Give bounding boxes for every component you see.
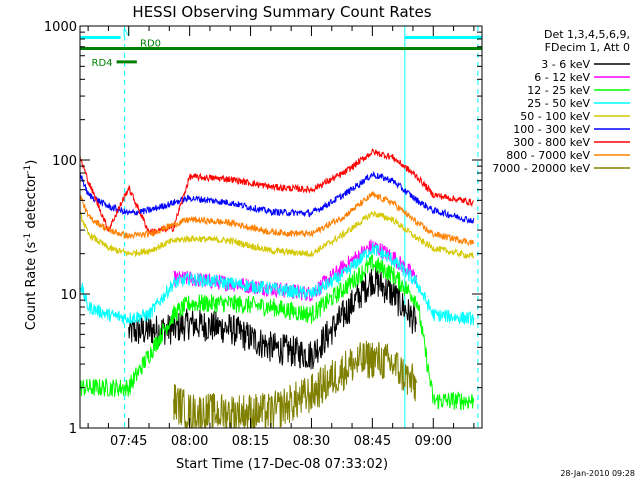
annotation-label-0: N	[123, 28, 130, 39]
legend: Det 1,3,4,5,6,9,FDecim 1, Att 0 3 - 6 keV…	[492, 28, 630, 175]
y-tick-label-3: 1000	[44, 20, 77, 35]
plot-frame	[79, 25, 483, 429]
legend-label-8: 7000 - 20000 keV	[492, 162, 590, 175]
annotation-label-2: RD4	[92, 58, 113, 69]
ylabel-main: Count Rate (s	[24, 242, 39, 331]
ylabel-sup2: -1	[23, 165, 33, 174]
legend-label-6: 300 - 800 keV	[513, 136, 590, 149]
x-tick-label-3: 08:30	[293, 434, 330, 449]
series-line-5	[80, 170, 475, 224]
y-tick-label-0: 1	[69, 422, 77, 437]
legend-label-3: 25 - 50 keV	[527, 97, 590, 110]
y-tick-label-2: 100	[52, 154, 77, 169]
ylabel-mid: detector	[24, 173, 39, 233]
annotation-label-1: RD0	[140, 38, 161, 49]
y-axis-label: Count Rate (s-1 detector-1)	[23, 160, 39, 331]
x-tick-label-0: 07:45	[110, 434, 147, 449]
legend-label-5: 100 - 300 keV	[513, 123, 590, 136]
legend-label-4: 50 - 100 keV	[520, 110, 590, 123]
legend-label-0: 3 - 6 keV	[541, 58, 590, 71]
y-tick-label-1: 10	[60, 288, 77, 303]
x-tick-label-4: 08:45	[354, 434, 391, 449]
series-line-7	[80, 190, 475, 247]
x-axis-label: Start Time (17-Dec-08 07:33:02)	[176, 457, 388, 472]
x-tick-label-1: 08:00	[171, 434, 208, 449]
plot-area	[80, 26, 482, 428]
axes-layer: N RD0 RD4 1 10 100 1000 07:45 08:00 08:15 08:30 08:…	[44, 20, 483, 449]
ylabel-sup1: -1	[23, 233, 33, 242]
legend-label-2: 12 - 25 keV	[527, 84, 590, 97]
ylabel-end: )	[24, 160, 39, 165]
legend-header-0: Det 1,3,4,5,6,9,	[544, 28, 630, 41]
x-tick-label-5: 09:00	[415, 434, 452, 449]
series-line-4	[80, 210, 475, 260]
chart-title: HESSI Observing Summary Count Rates	[132, 3, 431, 21]
plot-layer	[80, 26, 482, 428]
series-line-3	[80, 242, 475, 326]
series-line-1	[173, 239, 418, 302]
footer-timestamp: 28-Jan-2010 09:28	[560, 469, 635, 478]
series-line-6	[80, 148, 475, 235]
x-tick-label-2: 08:15	[232, 434, 269, 449]
series-line-8	[173, 340, 418, 428]
legend-label-1: 6 - 12 keV	[534, 71, 590, 84]
legend-label-7: 800 - 7000 keV	[506, 149, 590, 162]
svg-text:Count Rate (s-1 detector-1): Count Rate (s-1 detector-1)	[23, 160, 39, 331]
series-line-2	[80, 254, 475, 411]
legend-header-1: FDecim 1, Att 0	[545, 41, 630, 54]
